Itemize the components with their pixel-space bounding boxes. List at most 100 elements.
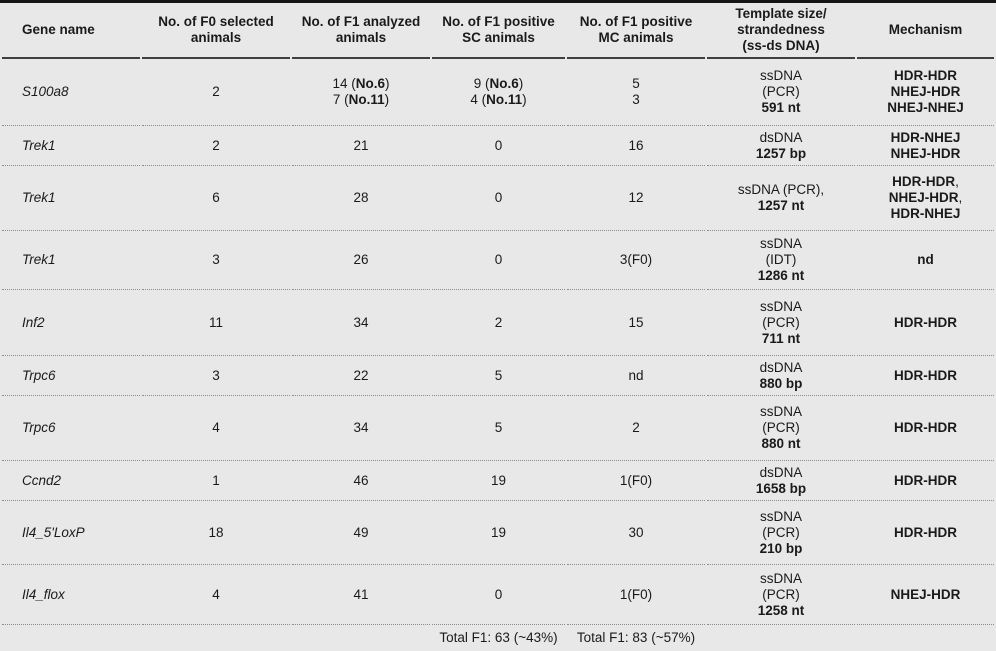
table-row: S100a8 2 14 (No.6) 7 (No.11) 9 (No.6) 4 (N… (2, 59, 994, 125)
f1-positive-sc-cell: 19 (432, 460, 565, 500)
f0-selected-cell: 6 (142, 165, 290, 230)
gene-name-cell: Trek1 (2, 165, 140, 230)
f1-positive-sc-cell: 0 (432, 230, 565, 289)
footer-empty-cell (292, 624, 430, 651)
template-size-cell: ssDNA (PCR), 1257 nt (707, 165, 855, 230)
f1-analyzed-cell: 22 (292, 355, 430, 395)
f0-selected-cell: 18 (142, 500, 290, 564)
table-footer: Total F1: 63 (~43%) Total F1: 83 (~57%) (2, 624, 994, 651)
template-size-cell: ssDNA (IDT) 1286 nt (707, 230, 855, 289)
mechanism-cell: HDR-HDR (857, 500, 994, 564)
header-template-size: Template size/strandedness (ss-ds DNA) (707, 3, 855, 59)
gene-name-cell: Il4_5'LoxP (2, 500, 140, 564)
table-header: Gene name No. of F0 selected animals No. … (2, 3, 994, 59)
mechanism-cell: HDR-HDR (857, 289, 994, 355)
sc-total-label: Total F1: 63 (~43%) (432, 624, 565, 651)
f1-analyzed-cell: 21 (292, 125, 430, 165)
template-size-cell: ssDNA (PCR) 711 nt (707, 289, 855, 355)
f0-selected-cell: 1 (142, 460, 290, 500)
header-f1-positive-sc: No. of F1 positive SC animals (432, 3, 565, 59)
table-body: S100a8 2 14 (No.6) 7 (No.11) 9 (No.6) 4 (N… (2, 59, 994, 624)
totals-row: Total F1: 63 (~43%) Total F1: 83 (~57%) (2, 624, 994, 651)
table-row: Il4_flox 4 41 0 1(F0) ssDNA (PCR) 1258 nt … (2, 564, 994, 624)
template-size-cell: ssDNA (PCR) 1258 nt (707, 564, 855, 624)
gene-name-cell: Trek1 (2, 125, 140, 165)
header-f1-analyzed: No. of F1 analyzed animals (292, 3, 430, 59)
f0-selected-cell: 2 (212, 84, 220, 99)
f1-positive-mc-cell: nd (567, 355, 705, 395)
gene-name-cell: Trpc6 (2, 355, 140, 395)
f1-analyzed-cell: 49 (292, 500, 430, 564)
mechanism-cell: HDR-HDR (857, 355, 994, 395)
f1-positive-mc-cell: 30 (567, 500, 705, 564)
f0-selected-cell: 2 (142, 125, 290, 165)
footer-empty-cell (2, 624, 140, 651)
f1-analyzed-cell: 14 (No.6) 7 (No.11) (332, 76, 390, 107)
mechanism-cell: HDR-NHEJ NHEJ-HDR (857, 125, 994, 165)
table-row: Trpc6 3 22 5 nd dsDNA 880 bp HDR-HDR (2, 355, 994, 395)
table-row: Trek1 2 21 0 16 dsDNA 1257 bp HDR-NHEJ NHE… (2, 125, 994, 165)
f1-positive-mc-cell: 15 (567, 289, 705, 355)
f1-analyzed-cell: 34 (292, 289, 430, 355)
gene-name-cell: Trek1 (2, 230, 140, 289)
mechanism-cell: HDR-HDR (857, 460, 994, 500)
template-size-cell: ssDNA (PCR) 210 bp (707, 500, 855, 564)
template-size-cell: dsDNA 1257 bp (707, 125, 855, 165)
f1-analyzed-cell: 34 (292, 395, 430, 460)
table-row: Inf2 11 34 2 15 ssDNA (PCR) 711 nt HDR-HDR (2, 289, 994, 355)
table-row: Trek1 3 26 0 3(F0) ssDNA (IDT) 1286 nt nd (2, 230, 994, 289)
f1-positive-mc-cell: 16 (567, 125, 705, 165)
mechanism-cell: nd (857, 230, 994, 289)
header-gene-name: Gene name (2, 3, 140, 59)
mc-total-label: Total F1: 83 (~57%) (567, 624, 705, 651)
footer-empty-cell (142, 624, 290, 651)
f0-selected-cell: 11 (142, 289, 290, 355)
f1-positive-sc-cell: 0 (432, 165, 565, 230)
table-row: Trpc6 4 34 5 2 ssDNA (PCR) 880 nt HDR-HDR (2, 395, 994, 460)
gene-name-cell: S100a8 (22, 84, 69, 99)
f1-positive-sc-cell: 19 (432, 500, 565, 564)
mechanism-cell: HDR-HDR (857, 395, 994, 460)
f0-selected-cell: 4 (142, 564, 290, 624)
f1-positive-sc-cell: 0 (432, 125, 565, 165)
gene-name-cell: Trpc6 (2, 395, 140, 460)
footer-empty-cell (857, 624, 994, 651)
mechanism-cell: NHEJ-HDR (857, 564, 994, 624)
template-size-cell: dsDNA 880 bp (707, 355, 855, 395)
header-mechanism: Mechanism (857, 3, 994, 59)
mechanism-cell: HDR-HDR, NHEJ-HDR, HDR-NHEJ (857, 165, 994, 230)
template-size-cell: dsDNA 1658 bp (707, 460, 855, 500)
f0-selected-cell: 4 (142, 395, 290, 460)
f1-positive-mc-cell: 2 (567, 395, 705, 460)
template-size-cell: ssDNA (PCR) 880 nt (707, 395, 855, 460)
f1-positive-mc-cell: 3(F0) (567, 230, 705, 289)
gene-name-cell: Il4_flox (2, 564, 140, 624)
header-f1-positive-mc: No. of F1 positive MC animals (567, 3, 705, 59)
header-row: Gene name No. of F0 selected animals No. … (2, 3, 994, 59)
f1-positive-sc-cell: 9 (No.6) 4 (No.11) (470, 76, 527, 107)
gene-name-cell: Inf2 (2, 289, 140, 355)
gene-name-cell: Ccnd2 (2, 460, 140, 500)
f1-positive-mc-cell: 1(F0) (567, 460, 705, 500)
header-f0-selected: No. of F0 selected animals (142, 3, 290, 59)
f1-positive-mc-cell: 1(F0) (567, 564, 705, 624)
f1-analyzed-cell: 28 (292, 165, 430, 230)
footer-empty-cell (707, 624, 855, 651)
f1-analyzed-cell: 41 (292, 564, 430, 624)
f1-positive-mc-cell: 12 (567, 165, 705, 230)
template-size-cell: ssDNA (PCR) 591 nt (759, 68, 802, 115)
f1-analyzed-cell: 26 (292, 230, 430, 289)
f0-selected-cell: 3 (142, 230, 290, 289)
table-row: Il4_5'LoxP 18 49 19 30 ssDNA (PCR) 210 bp … (2, 500, 994, 564)
f1-positive-sc-cell: 5 (432, 395, 565, 460)
mechanism-cell: HDR-HDR NHEJ-HDR NHEJ-NHEJ (887, 68, 964, 115)
f1-positive-sc-cell: 5 (432, 355, 565, 395)
f1-positive-sc-cell: 2 (432, 289, 565, 355)
table-row: Trek1 6 28 0 12 ssDNA (PCR), 1257 nt HDR-… (2, 165, 994, 230)
f0-selected-cell: 3 (142, 355, 290, 395)
table-row: Ccnd2 1 46 19 1(F0) dsDNA 1658 bp HDR-HDR (2, 460, 994, 500)
f1-analyzed-cell: 46 (292, 460, 430, 500)
f1-positive-sc-cell: 0 (432, 564, 565, 624)
